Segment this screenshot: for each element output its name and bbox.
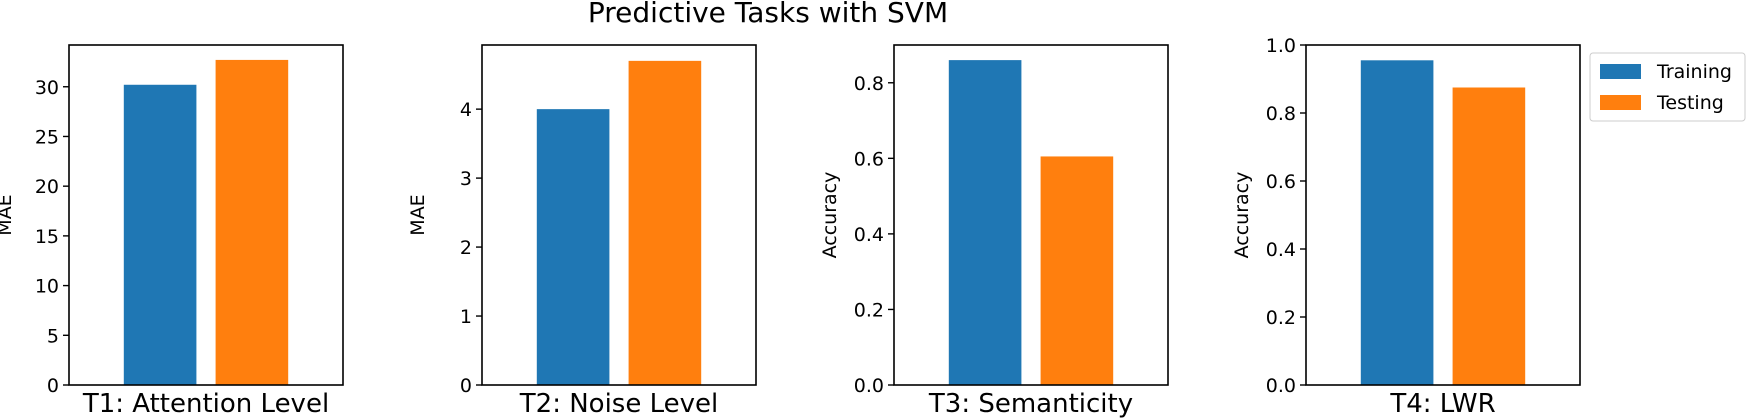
y-tick-label: 4 <box>460 99 472 121</box>
y-tick-label: 1.0 <box>1266 35 1296 57</box>
y-tick-label: 0.0 <box>854 375 884 397</box>
y-tick-label: 0.8 <box>854 73 884 95</box>
panel-title: T3: Semanticity <box>928 389 1133 419</box>
legend-label-training: Training <box>1656 61 1732 83</box>
chart-panel-1: 0 5 10 15 20 25 30 MAE T1: Attention Level <box>0 44 344 419</box>
chart-panel-4: 0.0 0.2 0.4 0.6 0.8 1.0 Accuracy T4: LWR <box>1231 35 1581 419</box>
y-tick-label: 5 <box>47 325 59 347</box>
y-axis-label: MAE <box>0 194 16 235</box>
y-tick-label: 0 <box>47 375 59 397</box>
chart-panel-2: 0 1 2 3 4 MAE T2: Noise Level <box>407 44 757 419</box>
axes-frame <box>481 44 757 386</box>
y-axis-label: Accuracy <box>819 172 841 259</box>
legend-label-testing: Testing <box>1656 92 1724 114</box>
legend-swatch-training <box>1600 64 1641 79</box>
bar-testing <box>1040 156 1114 385</box>
chart-panel-3: 0.0 0.2 0.4 0.6 0.8 Accuracy T3: Semanticity <box>819 44 1169 419</box>
y-tick-label: 0.8 <box>1266 103 1296 125</box>
axes-frame <box>1305 44 1581 386</box>
y-tick-label: 10 <box>35 276 59 298</box>
bar-training <box>123 84 197 385</box>
y-axis-label: MAE <box>407 194 429 235</box>
y-tick-label: 0.4 <box>854 224 884 246</box>
y-tick-label: 30 <box>35 77 59 99</box>
bar-training <box>948 60 1022 385</box>
y-tick-label: 0.6 <box>854 148 884 170</box>
axes-frame <box>893 44 1169 386</box>
axes-frame <box>68 44 344 386</box>
y-tick-label: 3 <box>460 168 472 190</box>
legend-swatch-testing <box>1600 95 1641 110</box>
figure-title: Predictive Tasks with SVM <box>588 0 948 29</box>
y-tick-label: 0.2 <box>854 299 884 321</box>
chart-panels: 0 5 10 15 20 25 30 MAE T1: Attention Level 0 1 2 3 4 M… <box>0 35 1581 419</box>
bar-testing <box>215 59 289 385</box>
y-tick-label: 0 <box>460 375 472 397</box>
panel-title: T4: LWR <box>1389 389 1495 419</box>
y-tick-label: 2 <box>460 237 472 259</box>
y-tick-label: 0.4 <box>1266 239 1296 261</box>
bar-testing <box>628 60 702 386</box>
panel-title: T1: Attention Level <box>82 389 329 419</box>
y-tick-label: 1 <box>460 306 472 328</box>
y-tick-label: 25 <box>35 126 59 148</box>
y-tick-label: 0.6 <box>1266 171 1296 193</box>
bar-training <box>536 109 610 385</box>
y-tick-label: 15 <box>35 226 59 248</box>
y-tick-label: 0.0 <box>1266 375 1296 397</box>
y-tick-label: 20 <box>35 176 59 198</box>
legend: Training Testing <box>1589 52 1746 122</box>
panel-title: T2: Noise Level <box>519 389 718 419</box>
y-axis-label: Accuracy <box>1231 172 1253 259</box>
bar-testing <box>1452 87 1526 385</box>
bar-training <box>1360 60 1434 386</box>
y-tick-label: 0.2 <box>1266 307 1296 329</box>
